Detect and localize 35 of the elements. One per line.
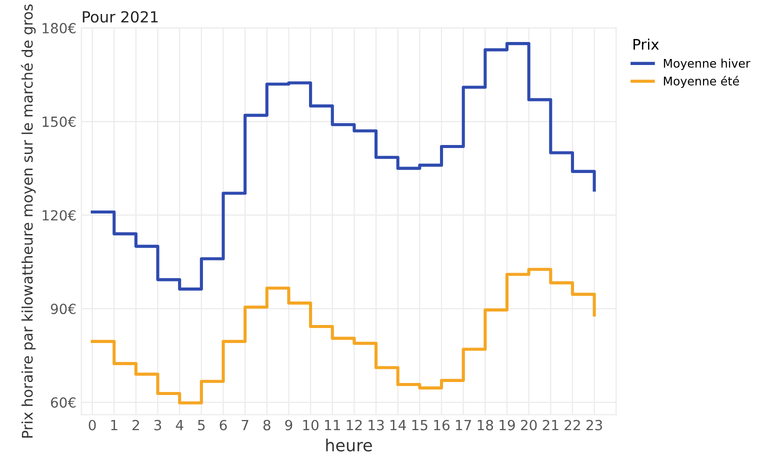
x-tick-label: 22 [564, 420, 580, 430]
x-tick-label: 1 [111, 420, 118, 430]
x-tick-label: 17 [456, 420, 471, 430]
x-tick-label: 2 [132, 420, 139, 430]
x-tick-label: 18 [478, 420, 494, 430]
x-tick-label: 9 [285, 420, 292, 430]
x-tick-label: 23 [586, 420, 602, 430]
x-tick-label: 7 [242, 420, 248, 430]
x-tick-label: 19 [500, 420, 515, 430]
x-tick-label: 8 [263, 420, 270, 430]
x-tick-label: 11 [325, 420, 340, 430]
x-tick-label: 14 [390, 420, 406, 430]
x-tick-label: 15 [412, 420, 428, 430]
x-tick-label: 6 [220, 420, 227, 430]
legend-label: Moyenne hiver [664, 58, 750, 70]
x-tick-label: 20 [521, 420, 537, 430]
y-tick-label: 90€ [50, 304, 76, 314]
y-tick-label: 60€ [50, 397, 76, 408]
y-tick-label: 120€ [42, 210, 76, 221]
x-tick-label: 21 [542, 420, 558, 430]
x-tick-label: 4 [176, 420, 184, 430]
legend-label: Moyenne été [664, 76, 739, 88]
x-tick-label: 13 [368, 420, 384, 430]
x-tick-label: 3 [154, 420, 162, 430]
y-axis-title: Prix horaire par kilowattheure moyen sur le marché de gros [20, 4, 36, 438]
y-tick-label: 150€ [42, 116, 76, 128]
legend-title: Prix [634, 38, 659, 50]
x-tick-label: 12 [346, 420, 362, 430]
x-tick-label: 0 [88, 420, 96, 430]
y-tick-label: 180€ [42, 22, 76, 34]
x-tick-label: 5 [198, 420, 205, 430]
chart-title: Pour 2021 [82, 11, 158, 23]
x-tick-label: 10 [303, 420, 318, 430]
x-axis-title: heure [326, 438, 372, 452]
x-tick-label: 16 [434, 420, 450, 430]
